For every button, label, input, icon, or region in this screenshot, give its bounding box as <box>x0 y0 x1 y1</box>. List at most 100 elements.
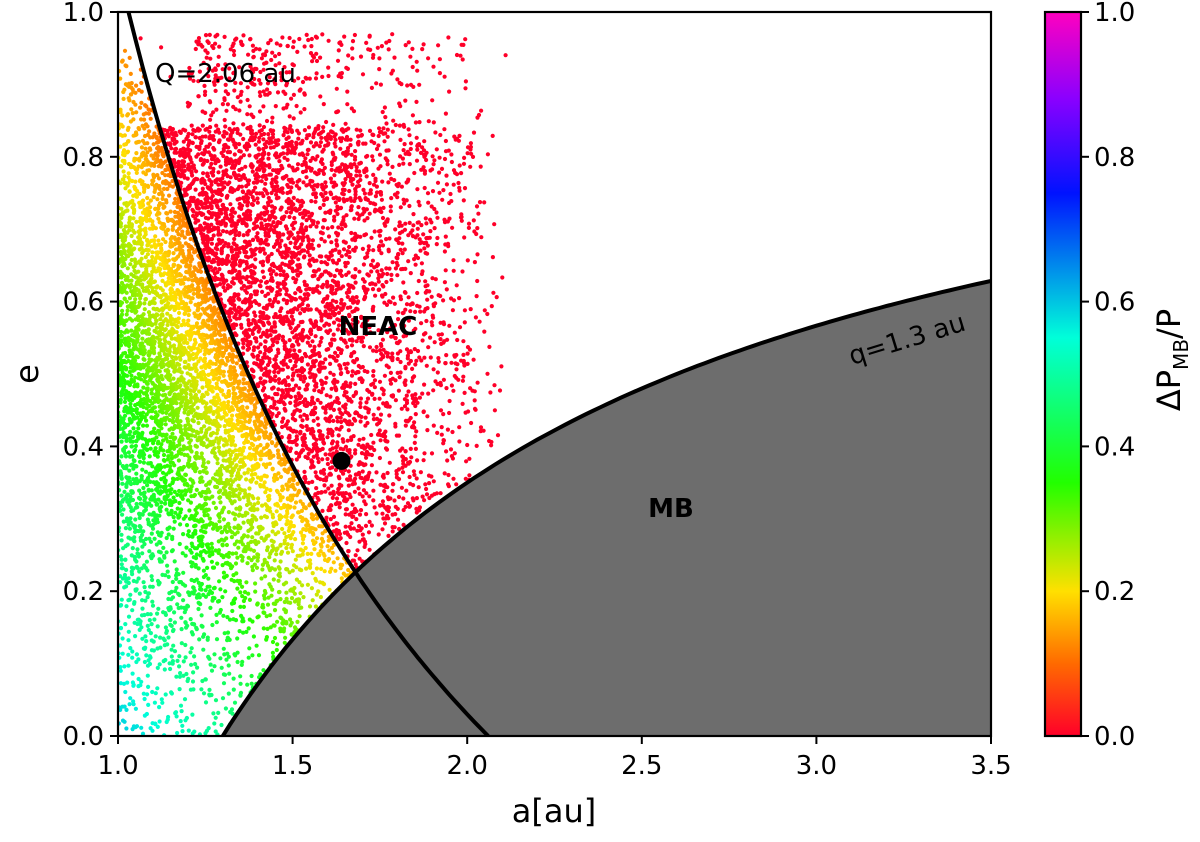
scatter-point <box>150 250 155 255</box>
scatter-point <box>330 258 335 263</box>
scatter-point <box>418 309 423 314</box>
scatter-point <box>217 267 222 272</box>
scatter-point <box>352 299 357 304</box>
scatter-point <box>216 445 221 450</box>
scatter-point <box>367 34 372 39</box>
scatter-point <box>362 499 367 504</box>
scatter-point <box>412 420 417 425</box>
scatter-point <box>230 413 235 418</box>
scatter-point <box>417 82 422 87</box>
scatter-point <box>342 34 347 39</box>
scatter-point <box>275 284 280 289</box>
scatter-point <box>231 423 237 428</box>
scatter-point <box>385 470 390 476</box>
scatter-point <box>189 123 194 128</box>
scatter-point <box>184 523 190 528</box>
scatter-point <box>127 55 132 61</box>
scatter-point <box>415 290 420 296</box>
scatter-point <box>431 64 436 69</box>
scatter-point <box>297 36 302 42</box>
scatter-point <box>284 590 289 595</box>
scatter-point <box>223 124 228 129</box>
scatter-point <box>341 129 346 134</box>
scatter-point <box>411 212 416 217</box>
scatter-point <box>395 356 400 362</box>
scatter-point <box>452 330 457 335</box>
scatter-point <box>392 525 397 530</box>
scatter-point <box>208 117 213 122</box>
scatter-point <box>152 700 157 705</box>
scatter-point <box>282 155 287 160</box>
scatter-point <box>272 608 278 613</box>
scatter-point <box>393 122 398 128</box>
scatter-point <box>454 52 460 58</box>
scatter-point <box>290 377 295 382</box>
scatter-point <box>154 325 159 330</box>
scatter-point <box>332 141 337 146</box>
scatter-point <box>334 238 339 243</box>
scatter-point <box>312 547 317 552</box>
scatter-point <box>187 65 192 71</box>
scatter-point <box>364 154 369 159</box>
scatter-point <box>291 116 296 121</box>
scatter-point <box>166 635 171 640</box>
scatter-point <box>331 379 336 385</box>
scatter-point <box>385 354 390 359</box>
scatter-point <box>279 320 284 325</box>
scatter-point <box>322 269 328 274</box>
scatter-point <box>203 700 209 705</box>
scatter-point <box>438 408 444 413</box>
scatter-point <box>140 606 145 611</box>
scatter-point <box>307 261 312 267</box>
scatter-point <box>228 47 233 52</box>
scatter-point <box>194 577 199 582</box>
scatter-point <box>317 354 322 359</box>
scatter-point <box>276 387 281 392</box>
scatter-point <box>287 114 292 119</box>
scatter-point <box>358 401 363 406</box>
scatter-point <box>141 485 146 491</box>
scatter-point <box>277 51 282 57</box>
scatter-point <box>294 277 299 282</box>
scatter-point <box>304 283 309 288</box>
scatter-point <box>201 240 206 245</box>
scatter-point <box>232 525 237 530</box>
scatter-point <box>181 598 186 603</box>
scatter-point <box>188 617 193 622</box>
scatter-point <box>424 221 429 226</box>
scatter-point <box>174 567 179 572</box>
scatter-point <box>200 44 205 49</box>
scatter-point <box>283 514 288 519</box>
scatter-point <box>163 692 168 697</box>
scatter-point <box>209 215 214 220</box>
scatter-point <box>138 105 143 110</box>
scatter-point <box>259 56 264 61</box>
scatter-point <box>366 244 371 249</box>
scatter-point <box>120 566 125 571</box>
scatter-point <box>157 580 162 586</box>
scatter-point <box>181 139 186 144</box>
scatter-point <box>387 236 392 241</box>
scatter-point <box>363 141 368 146</box>
scatter-point <box>247 153 252 158</box>
scatter-point <box>475 226 480 231</box>
scatter-point <box>182 275 187 280</box>
scatter-point <box>150 269 155 274</box>
scatter-point <box>320 32 325 37</box>
scatter-point <box>254 246 259 251</box>
scatter-point <box>159 697 164 702</box>
scatter-point <box>148 446 153 451</box>
scatter-point <box>142 117 147 122</box>
scatter-point <box>261 275 266 280</box>
scatter-point <box>284 580 289 585</box>
scatter-point <box>211 173 216 178</box>
scatter-point <box>172 307 177 313</box>
scatter-point <box>408 141 414 146</box>
scatter-point <box>363 462 368 467</box>
scatter-point <box>189 195 194 200</box>
scatter-point <box>224 536 229 541</box>
scatter-point <box>288 240 293 245</box>
scatter-point <box>188 650 193 655</box>
scatter-point <box>285 375 291 380</box>
scatter-point <box>236 232 242 238</box>
